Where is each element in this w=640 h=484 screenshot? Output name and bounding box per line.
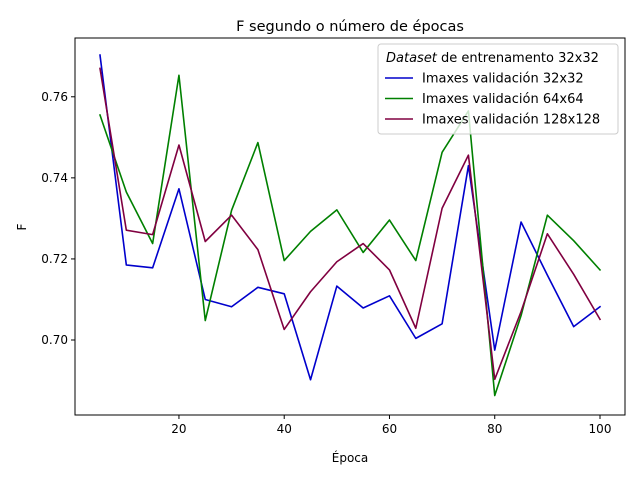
legend-label-3: Imaxes validación 128x128 <box>422 113 600 128</box>
x-axis-label: Época <box>332 450 369 465</box>
y-tick-label: 0.74 <box>41 171 68 185</box>
x-axis: 20 40 60 80 100 <box>171 415 611 436</box>
plot-area <box>98 54 602 397</box>
y-tick-label: 0.70 <box>41 333 68 347</box>
legend-label-1: Imaxes validación 32x32 <box>422 72 584 87</box>
y-tick-label: 0.76 <box>41 90 68 104</box>
legend-box <box>377 43 619 135</box>
x-tick-label: 40 <box>277 422 292 436</box>
y-axis: 0.70 0.72 0.74 0.76 <box>41 90 75 347</box>
legend-title: Dataset de entrenamento 32x32 <box>386 51 599 66</box>
x-tick-label: 100 <box>589 422 612 436</box>
legend-title-rest: de entrenamento 32x32 <box>437 51 599 66</box>
x-tick-label: 60 <box>382 422 397 436</box>
plot-frame <box>74 37 626 416</box>
series-line-3 <box>99 67 602 381</box>
x-tick-label: 20 <box>171 422 186 436</box>
series-line-2 <box>98 74 602 397</box>
x-tick-label: 80 <box>487 422 502 436</box>
series-line-1 <box>99 54 602 381</box>
legend: Dataset de entrenamento 32x32 Imaxes val… <box>377 43 619 135</box>
chart-title: F segundo o número de épocas <box>236 19 464 35</box>
legend-label-2: Imaxes validación 64x64 <box>422 92 584 107</box>
legend-title-italic: Dataset <box>386 51 438 66</box>
y-tick-label: 0.72 <box>41 252 68 266</box>
y-axis-label: F <box>15 223 29 230</box>
legend-entries: Imaxes validación 32x32 Imaxes validación… <box>385 72 600 128</box>
